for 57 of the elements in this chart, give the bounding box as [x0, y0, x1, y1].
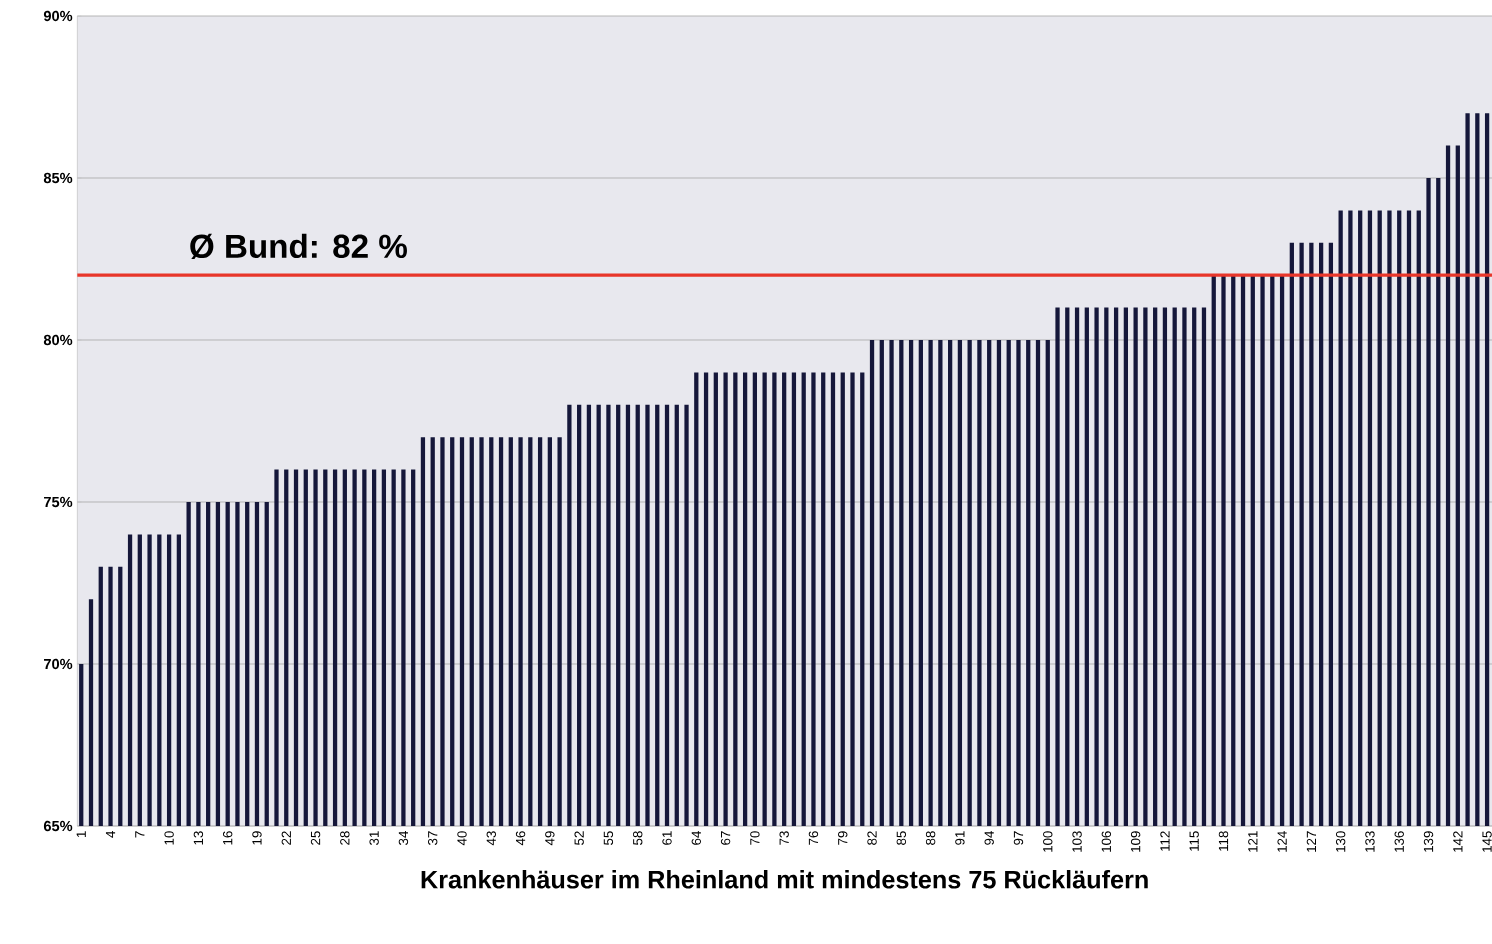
x-tick-label: 34	[398, 831, 409, 845]
x-tick-label: 130	[1335, 831, 1346, 852]
x-tick-label: 22	[281, 831, 291, 845]
x-tick-label: 37	[428, 831, 438, 845]
x-tick-label: 25	[310, 831, 321, 845]
x-tick-label: 4	[105, 831, 116, 838]
x-tick-label: 58	[633, 831, 643, 845]
x-tick-label: 100	[1043, 831, 1053, 852]
x-tick-label: 124	[1277, 831, 1287, 852]
x-tick-label: 142	[1453, 831, 1463, 852]
x-tick-label: 94	[984, 831, 994, 845]
x-tick-label: 139	[1423, 831, 1434, 852]
x-tick-label: 31	[369, 831, 379, 845]
x-tick-label: 73	[779, 831, 789, 845]
x-tick-label: 85	[896, 831, 907, 845]
x-tick-label: 61	[662, 831, 672, 845]
x-tick-label: 91	[955, 831, 965, 845]
x-tick-label: 118	[1218, 831, 1229, 851]
x-tick-label: 13	[193, 831, 204, 845]
x-axis-title: Krankenhäuser im Rheinland mit mindestens 75 Rückläufern	[421, 869, 1148, 889]
x-tick-label: 79	[838, 831, 848, 845]
y-tick-label: 80%	[43, 334, 73, 346]
x-tick-label: 82	[867, 831, 877, 845]
x-tick-label: 106	[1101, 831, 1112, 852]
x-tick-label: 19	[252, 831, 262, 845]
y-tick-label: 85%	[43, 172, 73, 184]
x-tick-label: 43	[486, 831, 496, 846]
x-tick-label: 40	[457, 831, 467, 846]
x-tick-label: 70	[750, 831, 760, 845]
x-tick-label: 64	[691, 831, 701, 845]
y-tick-label: 65%	[43, 820, 73, 832]
x-tick-label: 121	[1248, 831, 1258, 852]
x-tick-label: 103	[1072, 831, 1082, 852]
x-tick-label: 109	[1130, 831, 1141, 852]
x-tick-label: 88	[925, 831, 936, 845]
x-tick-label: 115	[1189, 831, 1199, 851]
x-tick-label: 145	[1482, 831, 1492, 852]
x-tick-label: 127	[1306, 831, 1316, 852]
x-tick-label: 97	[1013, 831, 1024, 845]
x-tick-label: 46	[515, 831, 526, 846]
x-tick-label: 7	[135, 831, 145, 838]
y-tick-label: 70%	[44, 658, 73, 670]
x-tick-label: 112	[1160, 831, 1170, 851]
x-tick-label: 28	[340, 831, 350, 845]
x-tick-label: 67	[720, 831, 731, 845]
x-tick-label: 1	[76, 831, 86, 838]
x-tick-label: 76	[808, 831, 819, 845]
y-tick-label: 75%	[44, 496, 73, 508]
ref-line-label: Ø Bund: 82 %	[190, 233, 407, 259]
x-tick-label: 49	[545, 831, 555, 846]
x-tick-label: 52	[574, 831, 584, 845]
x-tick-label: 133	[1365, 831, 1375, 852]
x-tick-label: 55	[603, 831, 614, 845]
x-tick-label: 10	[164, 831, 174, 845]
y-tick-label: 90%	[43, 10, 73, 22]
x-tick-label: 136	[1394, 831, 1404, 852]
x-tick-label: 16	[222, 831, 233, 845]
